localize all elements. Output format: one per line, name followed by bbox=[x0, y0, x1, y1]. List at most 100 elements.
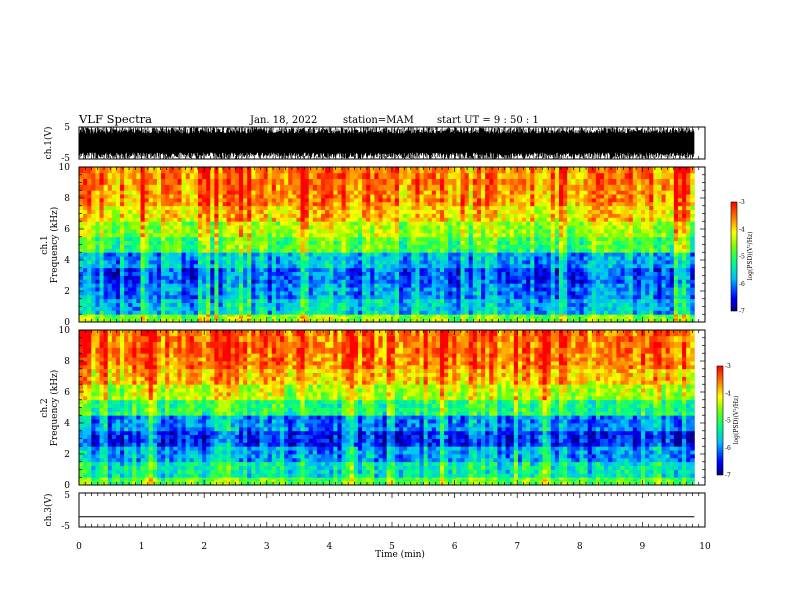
spectrogram-cell bbox=[472, 279, 478, 284]
spectrogram-cell bbox=[333, 279, 338, 284]
spectrogram-cell bbox=[243, 221, 248, 226]
spectrogram-cell bbox=[308, 205, 314, 211]
spectrogram-cell bbox=[501, 201, 507, 207]
spectrogram-cell bbox=[87, 201, 92, 207]
spectrogram-cell bbox=[403, 225, 408, 230]
spectrogram-cell bbox=[87, 205, 92, 211]
spectrogram-cell bbox=[255, 248, 260, 253]
spectrogram-cell bbox=[218, 201, 223, 207]
spectrogram-cell bbox=[296, 267, 301, 273]
spectrogram-cell bbox=[435, 294, 441, 300]
spectrogram-cell bbox=[128, 256, 133, 261]
spectrogram-cell bbox=[546, 283, 552, 288]
spectrogram-cell bbox=[505, 236, 511, 242]
spectrogram-cell bbox=[456, 283, 461, 288]
spectrogram-cell bbox=[111, 260, 117, 265]
spectrogram-cell bbox=[111, 172, 117, 180]
spectrogram-cell bbox=[349, 209, 355, 214]
spectrogram-cell bbox=[517, 275, 523, 280]
spectrogram-cell bbox=[333, 294, 338, 300]
spectrogram-cell bbox=[308, 240, 314, 245]
spectrogram-cell bbox=[476, 260, 482, 265]
spectrogram-cell bbox=[280, 184, 285, 191]
spectrogram-cell bbox=[136, 232, 141, 238]
spectrogram-cell bbox=[542, 209, 548, 214]
spectrogram-cell bbox=[489, 217, 494, 222]
spectrogram-cell bbox=[91, 209, 96, 214]
spectrogram-cell bbox=[271, 240, 277, 245]
spectrogram-cell bbox=[456, 248, 461, 253]
spectrogram-cell bbox=[316, 316, 322, 319]
spectrogram-cell bbox=[423, 232, 429, 238]
spectrogram-cell bbox=[357, 283, 363, 288]
spectrogram-cell bbox=[136, 279, 141, 284]
spectrogram-cell bbox=[337, 298, 342, 304]
spectrogram-cell bbox=[271, 209, 277, 214]
spectrogram-cell bbox=[366, 172, 371, 180]
spectrogram-cell bbox=[300, 279, 306, 284]
spectrogram-cell bbox=[415, 172, 420, 180]
spectrogram-cell bbox=[259, 184, 265, 191]
spectrogram-cell bbox=[140, 184, 146, 191]
spectrogram-cell bbox=[79, 194, 84, 199]
spectrogram-cell bbox=[407, 217, 412, 222]
spectrogram-cell bbox=[440, 275, 445, 280]
spectrogram-cell bbox=[312, 291, 318, 296]
spectrogram-cell bbox=[398, 201, 404, 207]
spectrogram-cell bbox=[563, 178, 568, 185]
spectrogram-cell bbox=[415, 298, 420, 304]
spectrogram-cell bbox=[267, 316, 273, 319]
spectrogram-cell bbox=[366, 244, 371, 249]
spectrogram-cell bbox=[185, 314, 191, 317]
spectrogram-cell bbox=[435, 213, 441, 218]
spectrogram-cell bbox=[493, 236, 498, 242]
spectrogram-cell bbox=[271, 294, 277, 300]
spectrogram-cell bbox=[526, 236, 531, 242]
spectrogram-cell bbox=[251, 194, 256, 199]
spectrogram-cell bbox=[243, 260, 248, 265]
spectrogram-cell bbox=[407, 294, 412, 300]
spectrogram-cell bbox=[181, 283, 187, 288]
spectrogram-cell bbox=[419, 190, 424, 195]
spectrogram-cell bbox=[374, 172, 379, 180]
spectrogram-cell bbox=[156, 302, 162, 307]
spectrogram-cell bbox=[448, 217, 453, 222]
spectrogram-cell bbox=[132, 314, 137, 317]
spectrogram-cell bbox=[546, 298, 552, 304]
spectrogram-cell bbox=[132, 244, 137, 249]
spectrogram-cell bbox=[218, 287, 223, 292]
spectrogram-cell bbox=[374, 217, 379, 222]
spectrogram-cell bbox=[181, 291, 187, 296]
spectrogram-cell bbox=[505, 201, 511, 207]
spectrogram-cell bbox=[206, 190, 211, 195]
spectrogram-cell bbox=[230, 194, 236, 199]
spectrogram-cell bbox=[362, 316, 367, 319]
spectrogram-cell bbox=[522, 256, 527, 261]
spectrogram-cell bbox=[280, 287, 285, 292]
spectrogram-cell bbox=[197, 316, 203, 319]
spectrogram-cell bbox=[460, 178, 466, 185]
spectrogram-cell bbox=[234, 198, 240, 203]
spectrogram-cell bbox=[435, 275, 441, 280]
spectrogram-cell bbox=[472, 287, 478, 292]
spectrogram-cell bbox=[259, 248, 265, 253]
spectrogram-cell bbox=[554, 279, 560, 284]
spectrogram-cell bbox=[464, 263, 470, 269]
spectrogram-cell bbox=[403, 267, 408, 273]
spectrogram-cell bbox=[501, 178, 507, 185]
spectrogram-cell bbox=[132, 287, 137, 292]
spectrogram-cell bbox=[333, 252, 338, 257]
spectrogram-cell bbox=[267, 256, 273, 261]
spectrogram-cell bbox=[464, 316, 470, 319]
spectrogram-cell bbox=[124, 263, 129, 269]
spectrogram-cell bbox=[120, 244, 125, 249]
spectrogram-cell bbox=[280, 316, 285, 319]
spectrogram-cell bbox=[444, 205, 449, 211]
spectrogram-cell bbox=[481, 236, 486, 242]
spectrogram-cell bbox=[538, 205, 543, 211]
spectrogram-cell bbox=[308, 217, 314, 222]
spectrogram-cell bbox=[156, 279, 162, 284]
spectrogram-cell bbox=[144, 167, 150, 174]
spectrogram-cell bbox=[345, 194, 351, 199]
spectrogram-cell bbox=[407, 318, 412, 321]
